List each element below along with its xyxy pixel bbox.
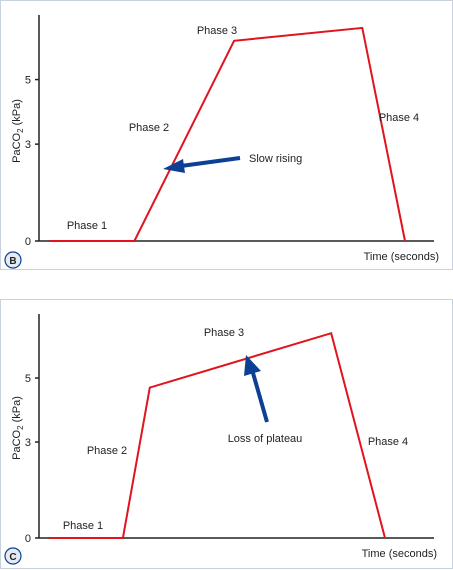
chart-c-svg: 0 3 5 PaCO2 (kPa) Time (seconds) Phase 1… xyxy=(4,314,437,565)
phase-3-label: Phase 3 xyxy=(204,327,244,339)
phase-3-label: Phase 3 xyxy=(197,25,237,37)
y-tick-label: 0 xyxy=(25,533,31,545)
phase-2-label: Phase 2 xyxy=(129,122,169,134)
y-axis-label: PaCO2 (kPa) xyxy=(11,99,25,163)
y-tick-label: 3 xyxy=(25,437,31,449)
phase-4-label: Phase 4 xyxy=(379,112,419,124)
panel-badge-b-label: B xyxy=(9,256,16,267)
phase-1-label: Phase 1 xyxy=(63,520,103,532)
slow-rising-arrowhead xyxy=(163,159,185,173)
y-axis-label: PaCO2 (kPa) xyxy=(11,396,25,460)
loss-of-plateau-label: Loss of plateau xyxy=(228,433,303,445)
panel-badge-b xyxy=(4,251,22,269)
chart-b-svg: 0 3 5 PaCO2 (kPa) Time (seconds) Phase 1… xyxy=(4,15,439,269)
loss-of-plateau-arrowhead xyxy=(244,355,261,376)
panel-badge-c-label: C xyxy=(9,552,16,563)
slow-rising-arrow xyxy=(180,156,241,168)
phase-2-label: Phase 2 xyxy=(87,445,127,457)
y-tick-label: 5 xyxy=(25,373,31,385)
slow-rising-label: Slow rising xyxy=(249,153,302,165)
chart-panel-c: 0 3 5 PaCO2 (kPa) Time (seconds) Phase 1… xyxy=(0,299,453,569)
phase-1-label: Phase 1 xyxy=(67,220,107,232)
chart-panel-b: 0 3 5 PaCO2 (kPa) Time (seconds) Phase 1… xyxy=(0,0,453,270)
y-tick-label: 5 xyxy=(25,75,31,87)
y-tick-label: 0 xyxy=(25,236,31,248)
panel-badge-c xyxy=(4,547,22,565)
phase-4-label: Phase 4 xyxy=(368,436,408,448)
capnogram-curve xyxy=(49,331,386,539)
panel-gap xyxy=(0,270,453,299)
capnogram-curve xyxy=(49,26,406,242)
x-axis-label: Time (seconds) xyxy=(362,548,437,560)
y-tick-label: 3 xyxy=(25,139,31,151)
loss-of-plateau-arrow xyxy=(251,372,269,423)
x-axis-label: Time (seconds) xyxy=(364,251,439,263)
